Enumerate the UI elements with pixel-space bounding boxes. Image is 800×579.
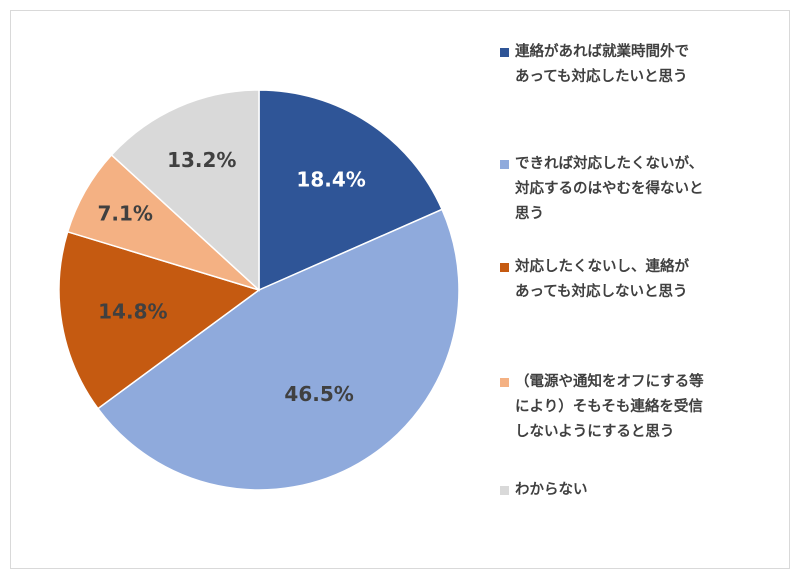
legend-item-2: できれば対応したくないが、 対応するのはやむを得ないと 思う xyxy=(500,152,770,227)
legend-swatch xyxy=(500,48,509,57)
legend-item-3: 対応したくないし、連絡が あっても対応しないと思う xyxy=(500,255,770,305)
pie-slice-5 xyxy=(110,89,260,292)
pie-slice-1 xyxy=(258,89,444,292)
slice-label-2: 46.5% xyxy=(284,382,353,406)
legend-label: わからない xyxy=(515,482,588,498)
pie-slice-2 xyxy=(96,208,460,491)
pie-slice-3 xyxy=(58,230,261,410)
slice-label-3: 14.8% xyxy=(98,300,167,324)
legend-swatch xyxy=(500,263,509,272)
legend-label: できれば対応したくないが、 対応するのはやむを得ないと 思う xyxy=(515,156,704,222)
legend-label: 対応したくないし、連絡が あっても対応しないと思う xyxy=(515,259,689,300)
slice-label-4: 7.1% xyxy=(97,202,152,226)
legend-swatch xyxy=(500,486,509,495)
legend-swatch xyxy=(500,160,509,169)
legend-swatch xyxy=(500,378,509,387)
legend-item-5: わからない xyxy=(500,478,770,503)
slice-label-5: 13.2% xyxy=(167,148,236,172)
legend-label: 連絡があれば就業時間外で あっても対応したいと思う xyxy=(515,44,689,85)
slice-label-1: 18.4% xyxy=(296,167,365,191)
legend-item-1: 連絡があれば就業時間外で あっても対応したいと思う xyxy=(500,40,770,90)
legend-item-4: （電源や通知をオフにする等 により）そもそも連絡を受信 しないようにすると思う xyxy=(500,370,770,445)
legend-label: （電源や通知をオフにする等 により）そもそも連絡を受信 しないようにすると思う xyxy=(515,374,704,440)
